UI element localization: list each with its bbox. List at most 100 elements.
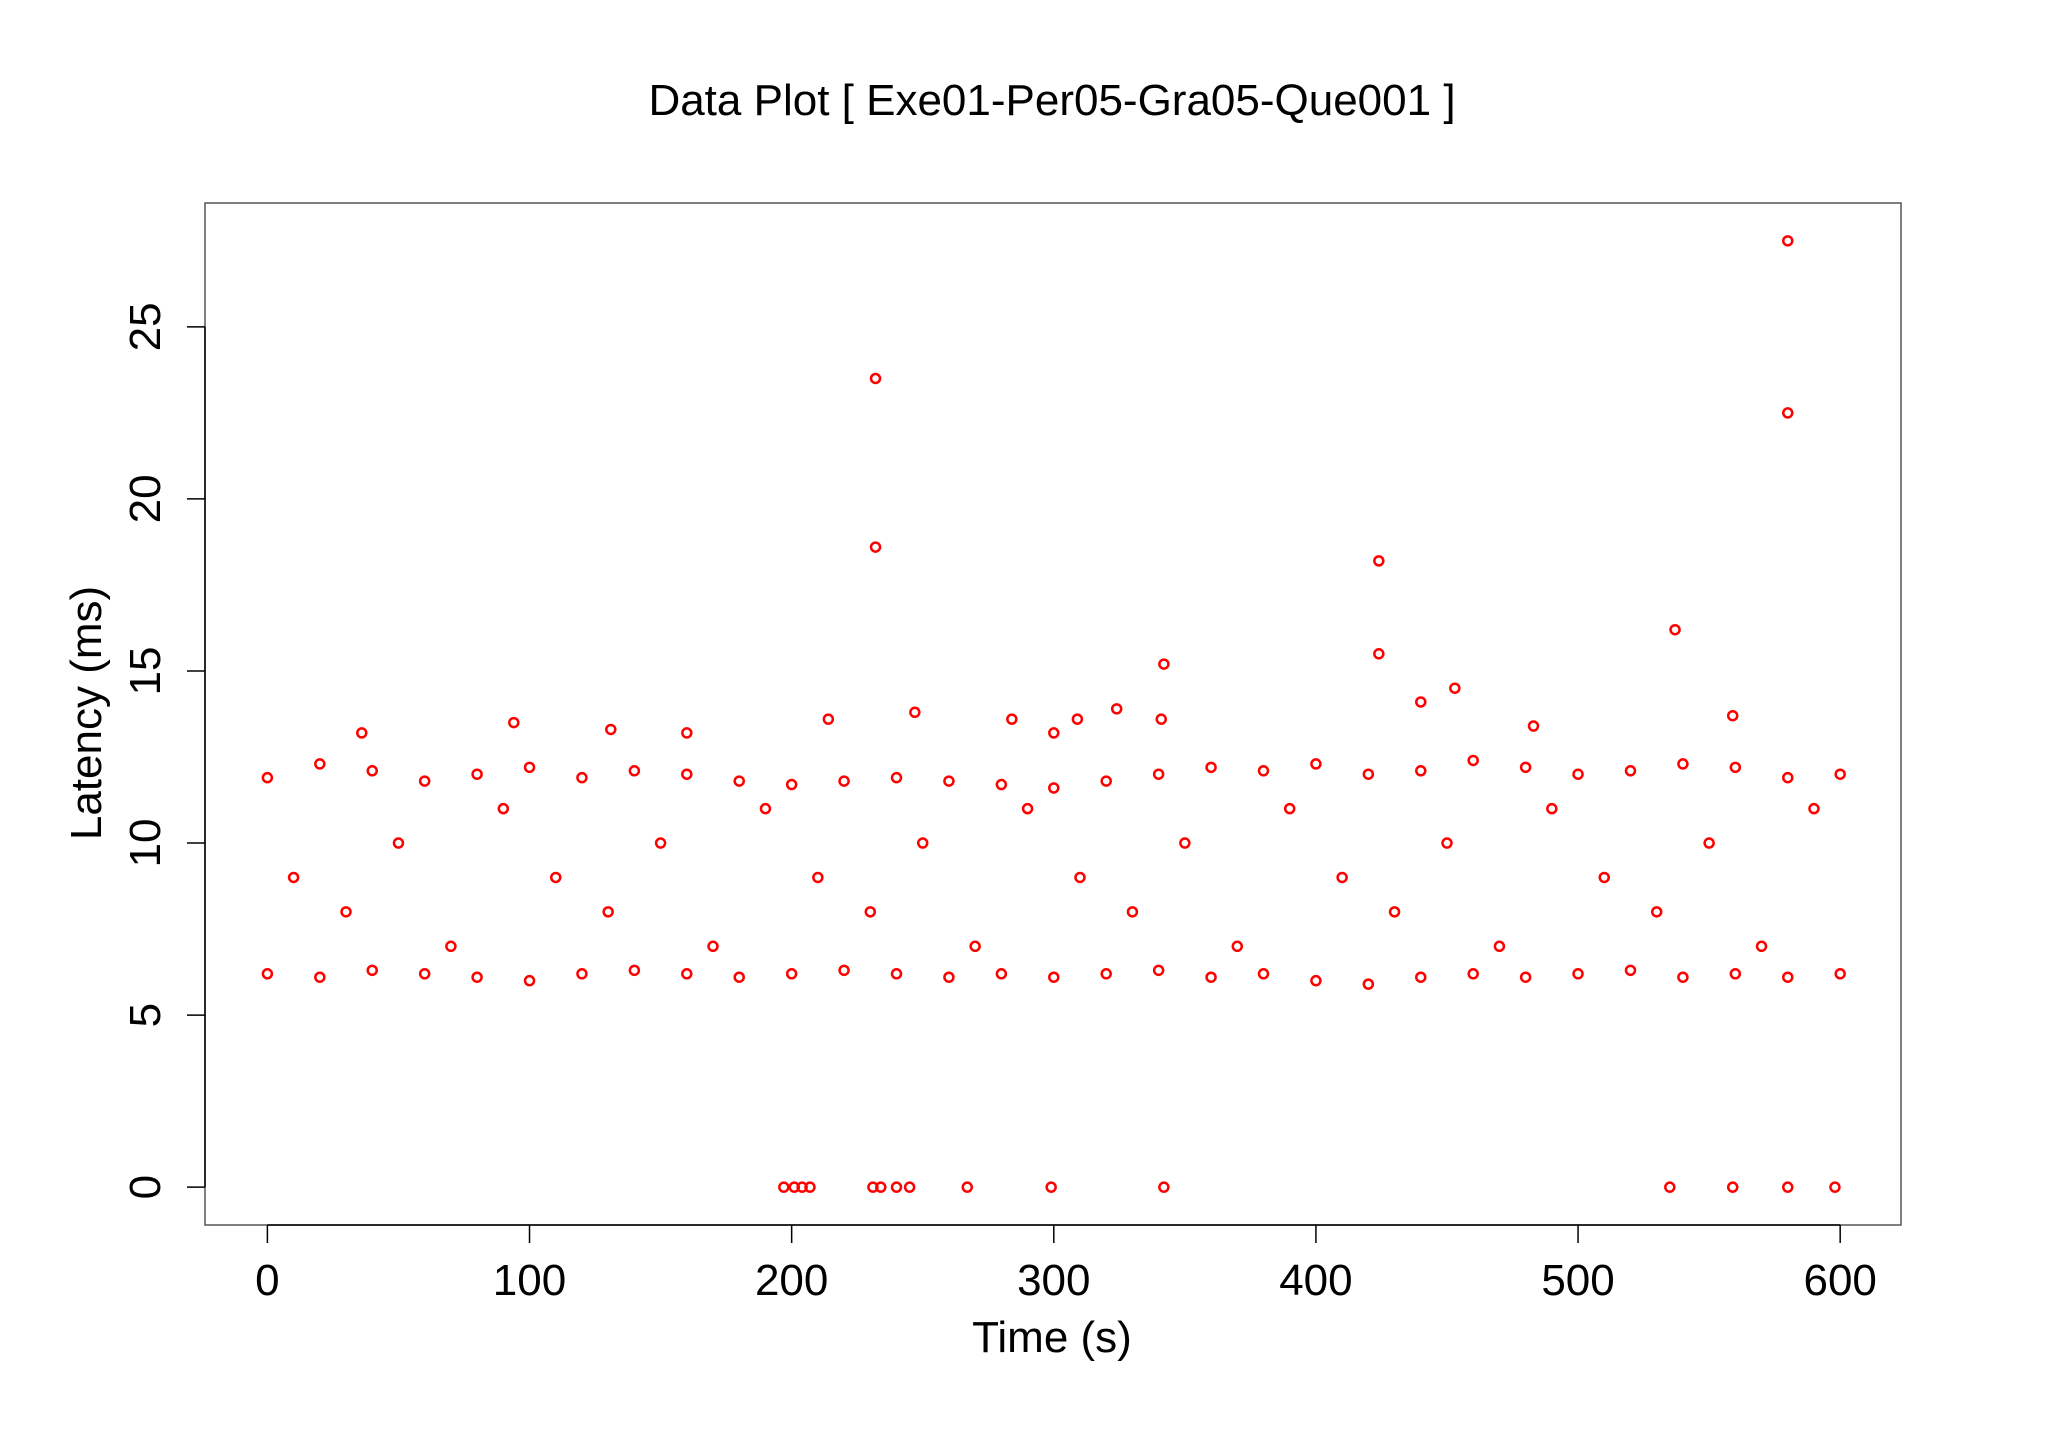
point: [943, 775, 955, 787]
plot-frame: [204, 202, 1902, 1226]
x-tick-label: 500: [1541, 1256, 1614, 1305]
point: [1155, 713, 1168, 725]
point: [1467, 968, 1479, 980]
point: [1388, 906, 1401, 918]
point: [1362, 978, 1375, 990]
point: [497, 802, 510, 815]
point: [1598, 871, 1611, 884]
point: [1373, 555, 1385, 567]
point: [1231, 940, 1244, 953]
point: [261, 968, 274, 980]
point: [523, 974, 536, 987]
y-tick-label: 25: [121, 302, 170, 351]
point: [903, 1181, 916, 1193]
point: [1074, 871, 1086, 884]
point: [602, 906, 614, 918]
point: [1624, 964, 1637, 977]
point: [366, 964, 378, 977]
x-tick-label: 200: [755, 1256, 828, 1305]
y-tick-label: 0: [121, 1175, 170, 1199]
y-tick-label: 20: [121, 474, 170, 523]
point: [1834, 768, 1846, 780]
point: [1110, 703, 1123, 715]
point: [916, 837, 929, 849]
point: [418, 968, 431, 980]
point: [471, 768, 483, 780]
point: [261, 771, 274, 784]
point: [1624, 765, 1637, 777]
x-axis-title: Time (s): [972, 1313, 1132, 1362]
point: [1310, 974, 1322, 987]
point: [1664, 1181, 1676, 1193]
point: [1152, 964, 1165, 977]
point: [1071, 713, 1084, 725]
point: [1449, 682, 1461, 694]
point: [1100, 775, 1112, 787]
point: [356, 727, 368, 739]
point: [1048, 782, 1060, 794]
point: [1336, 871, 1348, 884]
point: [576, 968, 588, 980]
point: [1677, 758, 1689, 770]
point: [681, 768, 693, 780]
point: [995, 778, 1008, 791]
point: [1205, 971, 1217, 983]
point: [1158, 658, 1170, 670]
point: [785, 968, 798, 980]
point: [943, 971, 955, 983]
point: [1726, 709, 1739, 722]
point: [445, 940, 457, 953]
point: [1527, 720, 1540, 732]
point: [1006, 713, 1018, 725]
point: [1519, 971, 1532, 983]
point: [654, 837, 667, 849]
point: [1650, 906, 1663, 918]
point: [1021, 802, 1034, 815]
point: [392, 837, 405, 849]
point: [523, 761, 536, 774]
point: [804, 1181, 816, 1193]
point: [1782, 771, 1794, 784]
point: [961, 1181, 974, 1193]
x-tick-label: 300: [1017, 1256, 1090, 1305]
point: [1441, 837, 1453, 849]
point: [576, 771, 588, 784]
point: [875, 1181, 887, 1193]
point: [1152, 768, 1165, 780]
point: [1257, 968, 1270, 980]
point: [366, 765, 378, 777]
y-tick-label: 5: [121, 1003, 170, 1027]
point: [1572, 768, 1584, 780]
point: [314, 758, 326, 770]
point: [707, 940, 719, 953]
point: [1415, 765, 1427, 777]
point: [1729, 968, 1742, 980]
point: [549, 871, 562, 884]
point: [1048, 971, 1060, 983]
x-tick-label: 400: [1279, 1256, 1352, 1305]
point: [681, 968, 693, 980]
point: [890, 771, 903, 784]
point: [864, 906, 877, 918]
point: [1572, 968, 1584, 980]
point: [628, 765, 641, 777]
point: [1100, 968, 1112, 980]
point: [778, 1181, 790, 1193]
point: [1829, 1181, 1841, 1193]
point: [869, 541, 882, 553]
point: [838, 964, 850, 977]
point: [1493, 940, 1506, 953]
y-axis-title: Latency (ms): [62, 586, 111, 840]
point: [508, 716, 520, 729]
point: [1782, 407, 1794, 419]
point: [1467, 754, 1479, 767]
point: [733, 971, 745, 983]
y-tick-label: 10: [121, 819, 170, 868]
point: [838, 775, 850, 787]
point: [1546, 802, 1558, 815]
point: [1310, 758, 1322, 770]
point: [995, 968, 1008, 980]
point: [969, 940, 981, 953]
point: [1283, 802, 1296, 815]
